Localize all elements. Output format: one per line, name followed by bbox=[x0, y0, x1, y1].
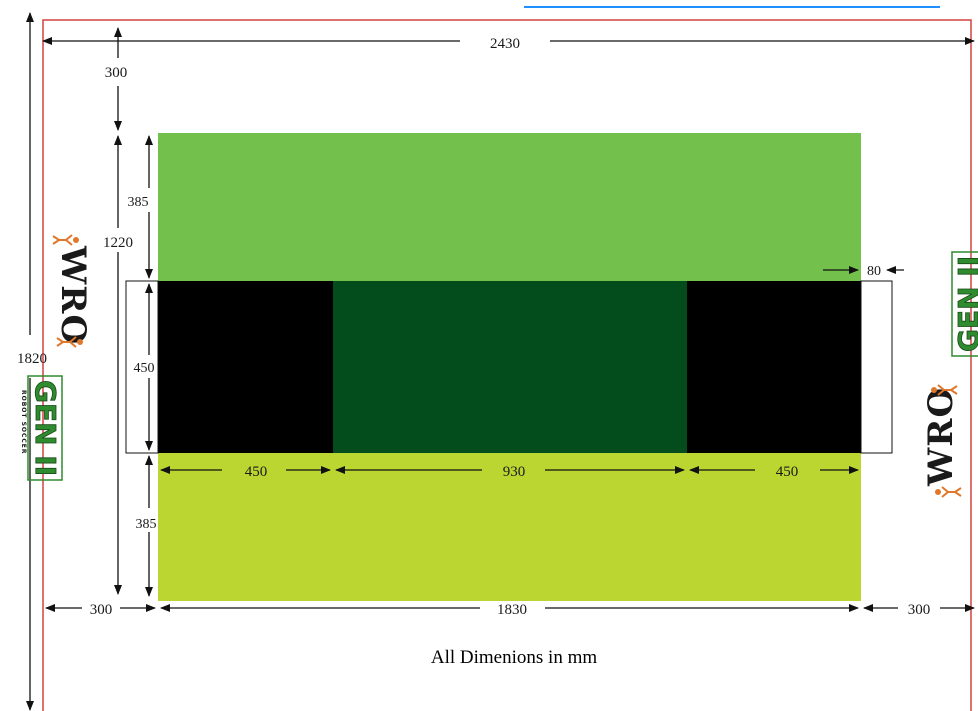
label-goal-offset: 80 bbox=[867, 264, 881, 279]
right-goal-box bbox=[860, 280, 893, 454]
right-logo-gen-text: GEN II bbox=[952, 256, 978, 352]
left-logo-gen-frame bbox=[27, 375, 63, 481]
label-center-green: 930 bbox=[503, 464, 526, 480]
label-goal-height: 450 bbox=[134, 361, 155, 376]
bottom-band bbox=[158, 453, 861, 601]
label-right-black: 450 bbox=[776, 464, 799, 480]
right-logo-figure-icon-2 bbox=[931, 384, 958, 396]
left-logo-figure-icon bbox=[52, 234, 79, 246]
label-right-margin: 300 bbox=[908, 602, 931, 618]
label-top-margin: 300 bbox=[105, 65, 128, 81]
label-left-black: 450 bbox=[245, 464, 268, 480]
left-logo-tagline: ROBOT SOCCER bbox=[20, 390, 27, 455]
left-logo-gen-text: GEN II bbox=[29, 380, 62, 476]
top-band bbox=[158, 133, 861, 281]
right-logo-gen-frame bbox=[951, 251, 978, 357]
left-goal-zone bbox=[158, 281, 333, 453]
left-logo-wro-text: WRO bbox=[53, 245, 93, 345]
left-logo: WRO GEN II ROBOT SOCCER bbox=[20, 234, 93, 481]
label-field-width: 1830 bbox=[497, 602, 527, 618]
label-top-band: 385 bbox=[128, 195, 149, 210]
right-logo-figure-icon bbox=[935, 486, 962, 498]
left-goal-box bbox=[125, 280, 159, 454]
center-field bbox=[333, 281, 687, 453]
label-total-width: 2430 bbox=[490, 36, 520, 52]
right-logo: WRO GEN II ROBOT SOCCER bbox=[921, 251, 978, 498]
footer-note: All Dimenions in mm bbox=[431, 647, 597, 668]
label-total-height: 1820 bbox=[17, 351, 47, 367]
label-bottom-band: 385 bbox=[136, 517, 157, 532]
outer-border bbox=[42, 19, 972, 711]
left-logo-figure-icon-2 bbox=[56, 336, 83, 348]
right-logo-wro-text: WRO bbox=[921, 387, 961, 487]
label-field-height: 1220 bbox=[103, 235, 133, 251]
right-goal-zone bbox=[687, 281, 861, 453]
label-left-margin: 300 bbox=[90, 602, 113, 618]
